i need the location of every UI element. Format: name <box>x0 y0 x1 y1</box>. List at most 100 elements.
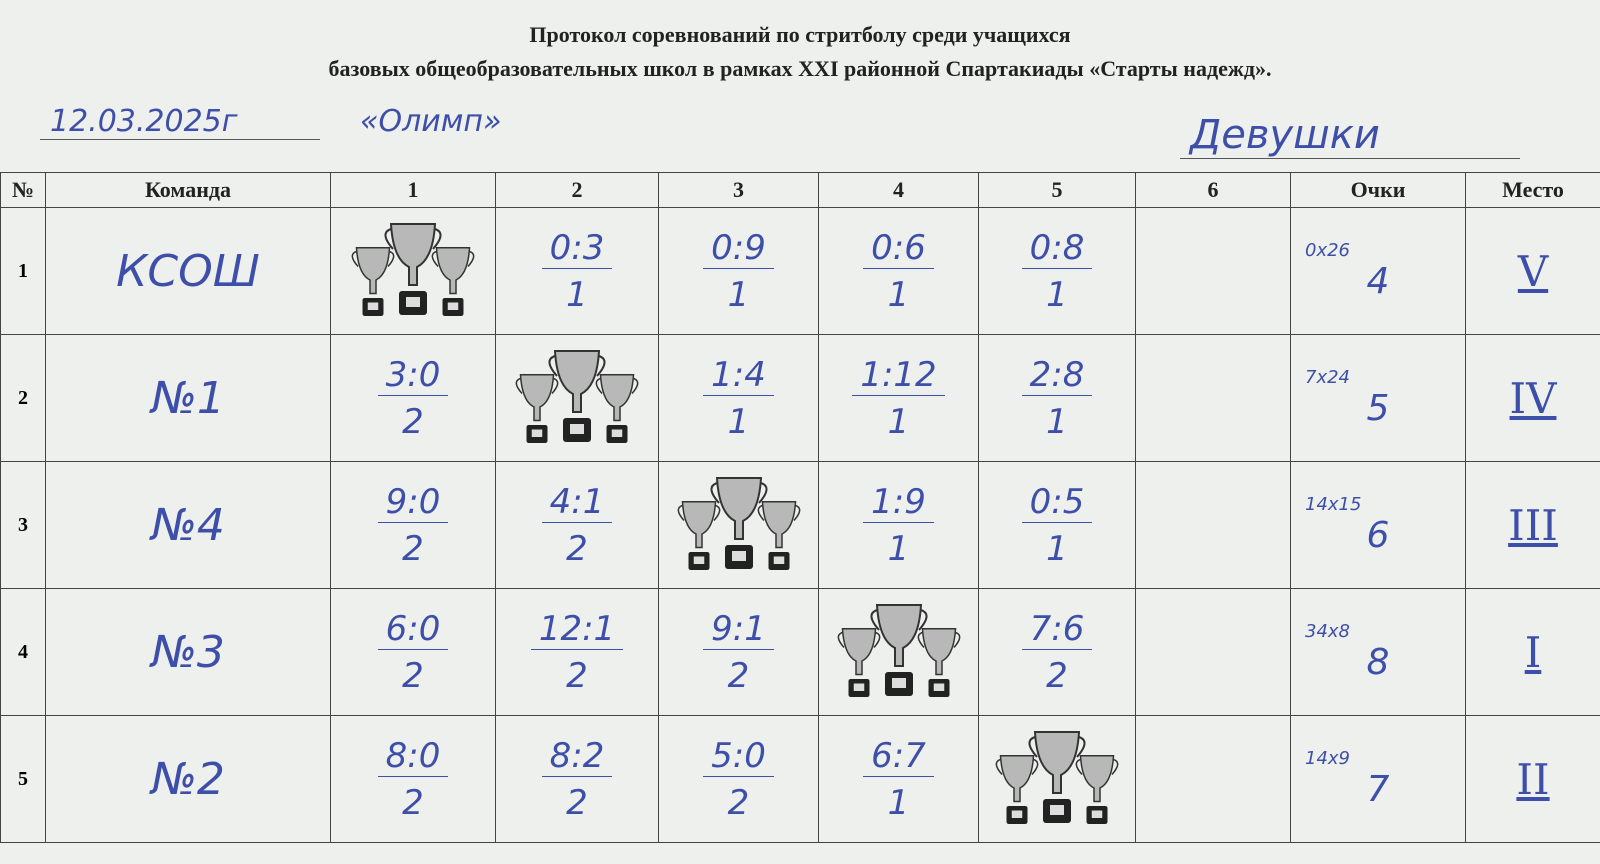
trophy-handles <box>757 504 800 521</box>
trophy-plate <box>891 678 906 688</box>
empty-cell <box>1135 207 1291 335</box>
table-body: 1 КСОШ 0:3 1 0:9 1 0:6 1 0:8 1 0x26 4 V 2 №1 3:0 2 1:4 1 1:… <box>0 207 1600 843</box>
result-cell: 12:1 2 <box>495 588 659 716</box>
team-name: №4 <box>45 461 331 589</box>
row-number: 1 <box>0 207 46 335</box>
trophy-handles <box>595 377 639 394</box>
trophy-plate <box>773 556 784 564</box>
points-cell: 7x24 5 <box>1290 334 1466 462</box>
game-points: 1 <box>1046 528 1068 569</box>
trophy <box>384 223 442 315</box>
trophy-handles <box>995 758 1039 775</box>
trophy-handles <box>710 482 767 504</box>
result-cell: 0:6 1 <box>818 207 979 335</box>
score: 1:4 <box>703 355 774 396</box>
column-header: Команда <box>45 172 331 208</box>
score: 5:0 <box>703 736 774 777</box>
table-row: 3 №4 9:0 2 4:1 2 1:9 1 0:5 1 14x15 6 III <box>0 461 1600 589</box>
total-points: 4 <box>1366 261 1390 302</box>
trophy <box>1028 731 1086 823</box>
game-points: 1 <box>1046 401 1068 442</box>
trophy-plate <box>693 556 704 564</box>
trophy-cup <box>921 628 956 676</box>
points-cell: 34x8 8 <box>1290 588 1466 716</box>
trophy <box>837 628 880 697</box>
trophy-cup <box>519 374 555 422</box>
result-cell: 8:2 2 <box>495 715 659 843</box>
row-number: 3 <box>0 461 46 589</box>
total-points: 5 <box>1366 388 1390 429</box>
score: 6:7 <box>863 736 934 777</box>
game-points: 1 <box>887 528 910 569</box>
trophy-plate <box>406 297 420 307</box>
title-line: Протокол соревнований по стритболу среди… <box>529 22 1071 47</box>
score: 0:9 <box>703 228 774 269</box>
game-points: 2 <box>402 655 424 696</box>
trophy-plate <box>367 302 379 310</box>
points-cell: 0x26 4 <box>1290 207 1466 335</box>
result-cell: 3:0 2 <box>330 334 496 462</box>
points-note: 14x9 <box>1305 748 1351 769</box>
empty-cell <box>1135 461 1291 589</box>
trophy-plate <box>731 551 746 561</box>
column-header: Очки <box>1290 172 1466 208</box>
trophy-plate <box>1091 810 1103 818</box>
score: 8:2 <box>541 736 613 777</box>
trophy-handles <box>870 609 927 631</box>
trophy-plate <box>531 429 543 437</box>
column-header: 3 <box>658 172 819 208</box>
results-table: № Команда 1 2 3 4 5 6 Очки Место 1 КСОШ 0:3 1 0:9 1 0:6… <box>0 172 1600 843</box>
place: V <box>1465 207 1600 335</box>
column-header: 5 <box>978 172 1136 208</box>
result-cell: 7:6 2 <box>978 588 1136 716</box>
trophy-icon <box>351 223 475 316</box>
group: Девушки <box>1180 112 1520 159</box>
empty-cell <box>1135 588 1291 716</box>
score: 0:8 <box>1021 228 1093 269</box>
date: 12.03.2025г <box>40 104 320 140</box>
result-cell <box>818 588 979 716</box>
game-points: 1 <box>887 401 910 442</box>
result-cell: 6:0 2 <box>330 588 496 716</box>
trophy-cup <box>553 350 601 413</box>
column-header: 6 <box>1135 172 1291 208</box>
trophy-cup <box>681 501 716 549</box>
trophy-handles <box>515 377 559 394</box>
result-cell: 2:8 1 <box>978 334 1136 462</box>
game-points: 2 <box>402 528 424 569</box>
trophy-icon <box>515 350 639 443</box>
trophy-handles <box>677 504 720 521</box>
column-header: 4 <box>818 172 979 208</box>
game-points: 2 <box>402 401 424 442</box>
points-note: 0x26 <box>1305 240 1351 261</box>
score: 0:6 <box>863 228 934 269</box>
score: 6:0 <box>377 609 449 650</box>
game-points: 1 <box>727 274 750 315</box>
trophy <box>1075 755 1119 824</box>
column-header: Место <box>1465 172 1600 208</box>
score: 9:1 <box>703 609 774 650</box>
result-cell <box>658 461 819 589</box>
score: 3:0 <box>377 355 449 396</box>
result-cell: 6:7 1 <box>818 715 979 843</box>
trophy <box>515 374 559 443</box>
score: 1:9 <box>863 482 934 523</box>
trophy-plate <box>1011 810 1023 818</box>
result-cell <box>330 207 496 335</box>
score: 4:1 <box>541 482 613 523</box>
column-header: 2 <box>495 172 659 208</box>
result-cell: 8:0 2 <box>330 715 496 843</box>
result-cell: 0:8 1 <box>978 207 1136 335</box>
table-row: 4 №3 6:0 2 12:1 2 9:1 2 7:6 2 34x8 8 I <box>0 588 1600 716</box>
game-points: 1 <box>887 274 910 315</box>
points-note: 7x24 <box>1305 367 1351 388</box>
result-cell <box>978 715 1136 843</box>
place: II <box>1465 715 1600 843</box>
team-name: №2 <box>45 715 331 843</box>
trophy-cup <box>875 604 922 667</box>
trophy-handles <box>384 228 442 250</box>
trophy <box>870 604 927 696</box>
trophy-cup <box>715 477 762 540</box>
trophy <box>677 501 720 570</box>
